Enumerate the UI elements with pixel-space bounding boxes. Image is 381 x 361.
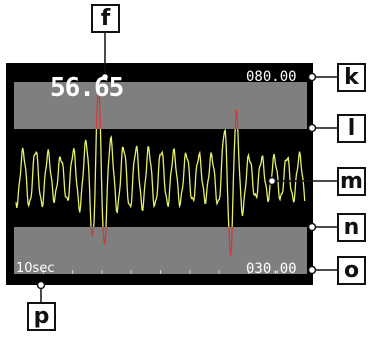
upper-out-of-range-band — [14, 82, 307, 129]
leader-dot-m — [267, 176, 277, 186]
leader-dot-p — [36, 280, 46, 290]
time-span-label: 10sec — [16, 261, 55, 276]
current-value-readout: 56.65 — [50, 73, 124, 103]
leader-dot-l — [307, 123, 317, 133]
callout-n: n — [337, 213, 366, 242]
callout-m: m — [337, 167, 366, 196]
callout-f: f — [91, 4, 120, 33]
leader-dot-k — [307, 72, 317, 82]
leader-dot-o — [307, 265, 317, 275]
callout-o: o — [337, 256, 366, 285]
lower-out-of-range-band — [14, 227, 307, 274]
callout-l: l — [337, 114, 366, 143]
lower-limit-value: 030.00 — [246, 261, 297, 277]
leader-dot-f — [100, 72, 110, 82]
upper-limit-value: 080.00 — [246, 69, 297, 85]
waveform-trace-in-range — [15, 129, 306, 227]
callout-p: p — [27, 302, 56, 331]
leader-dot-n — [307, 222, 317, 232]
callout-k: k — [337, 63, 366, 92]
time-axis-ticks — [42, 270, 279, 274]
